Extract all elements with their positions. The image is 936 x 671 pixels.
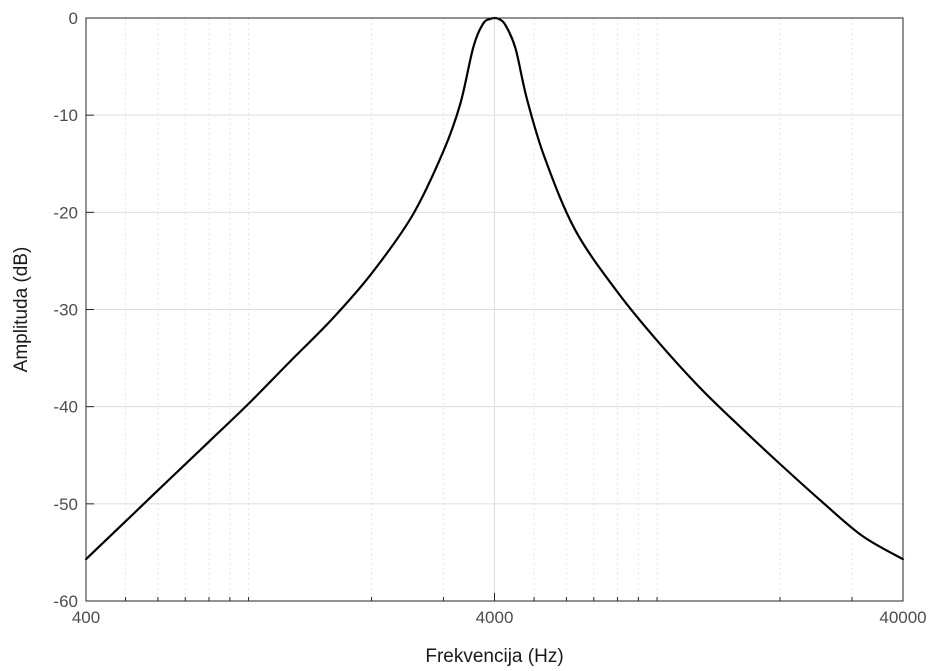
y-tick-label: -30 [53, 301, 78, 320]
x-tick-label: 4000 [476, 608, 514, 627]
y-tick-label: -50 [53, 495, 78, 514]
ticks [85, 17, 904, 602]
x-axis-label: Frekvencija (Hz) [425, 646, 563, 667]
y-tick-label: -60 [53, 592, 78, 611]
y-tick-label: 0 [69, 9, 78, 28]
tick-labels: 400 4000 40000 0 -10 -20 -30 -40 -50 -60 [53, 9, 926, 627]
y-tick-label: -10 [53, 106, 78, 125]
y-tick-label: -20 [53, 203, 78, 222]
y-tick-label: -40 [53, 398, 78, 417]
y-axis-label: Amplituda (dB) [11, 247, 32, 373]
x-tick-label: 40000 [879, 608, 926, 627]
x-tick-label: 400 [72, 608, 100, 627]
grid [86, 18, 903, 601]
